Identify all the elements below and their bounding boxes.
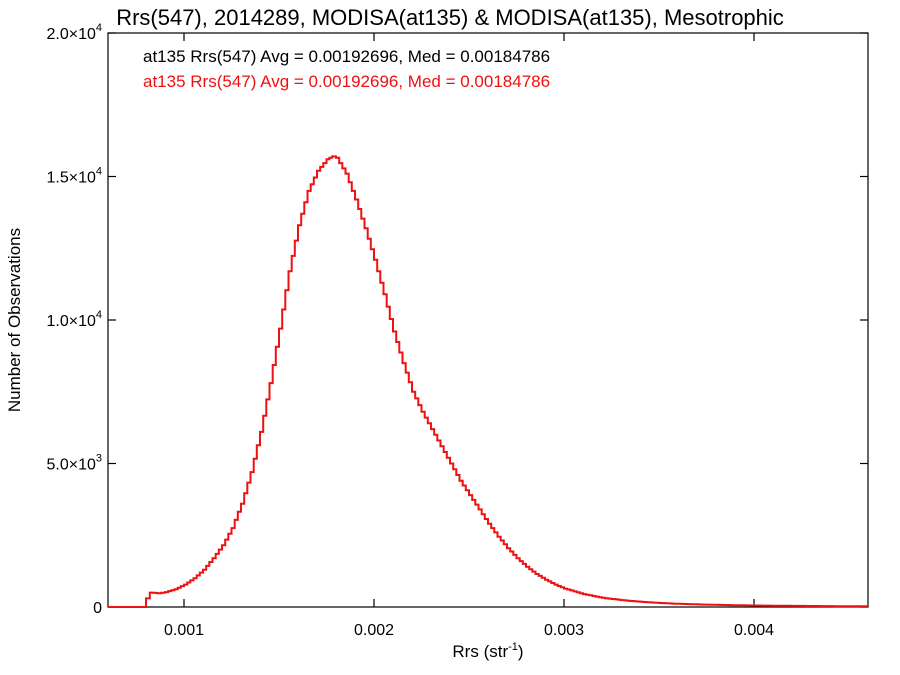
- y-tick-label-base-0: 0: [93, 600, 102, 617]
- series-line: [108, 155, 868, 608]
- x-axis-label: Rrs (str-1): [452, 641, 523, 661]
- annotation-black: at135 Rrs(547) Avg = 0.00192696, Med = 0…: [143, 47, 550, 66]
- y-tick-label-1: 5.0×103: [46, 453, 102, 474]
- y-tick-label-base-3: 1.5×10: [46, 170, 95, 187]
- chart-title: Rrs(547), 2014289, MODISA(at135) & MODIS…: [116, 5, 784, 30]
- y-tick-label-exp-1: 3: [96, 453, 102, 465]
- y-tick-label-4: 2.0×104: [46, 22, 102, 43]
- x-axis-label-sup: -1: [508, 641, 518, 653]
- y-tick-label-3: 1.5×104: [46, 166, 102, 187]
- y-tick-label-exp-3: 4: [96, 166, 102, 178]
- y-tick-label-base-2: 1.0×10: [46, 313, 95, 330]
- x-tick-label-2: 0.003: [544, 622, 584, 639]
- y-axis-label: Number of Observations: [5, 228, 24, 412]
- x-tick-label-3: 0.004: [734, 622, 774, 639]
- y-tick-label-0: 0: [93, 600, 102, 617]
- y-tick-label-exp-2: 4: [96, 309, 102, 321]
- x-tick-label-0: 0.001: [164, 622, 204, 639]
- x-axis-label-close: ): [518, 642, 524, 661]
- y-tick-label-base-4: 2.0×10: [46, 26, 95, 43]
- x-axis-ticks: 0.001 0.002 0.003 0.004: [164, 33, 774, 639]
- annotations: at135 Rrs(547) Avg = 0.00192696, Med = 0…: [143, 47, 550, 91]
- y-tick-label-2: 1.0×104: [46, 309, 102, 330]
- y-tick-label-base-1: 5.0×10: [46, 457, 95, 474]
- y-tick-label-exp-4: 4: [96, 22, 102, 34]
- annotation-red: at135 Rrs(547) Avg = 0.00192696, Med = 0…: [143, 72, 550, 91]
- x-axis-label-main: Rrs (str: [452, 642, 508, 661]
- x-tick-label-1: 0.002: [354, 622, 394, 639]
